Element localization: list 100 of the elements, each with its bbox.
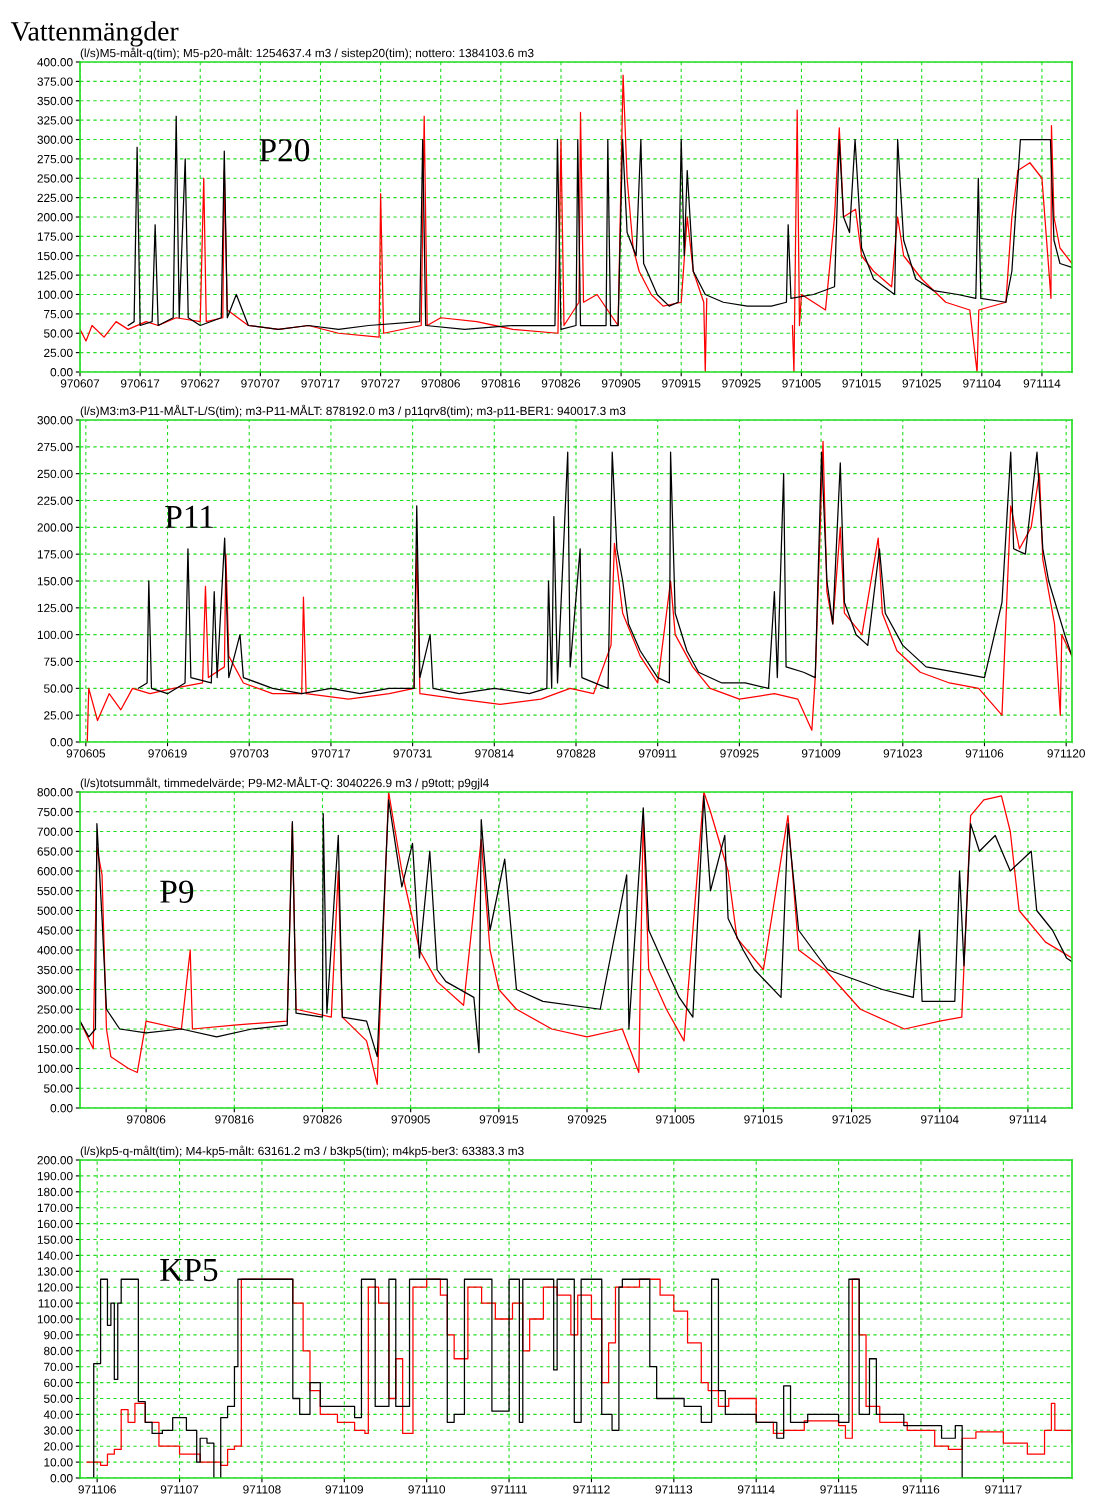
- x-tick-label: 970826: [541, 379, 581, 388]
- y-tick-label: 30.00: [43, 1426, 73, 1435]
- y-tick-label: 400.00: [37, 946, 73, 955]
- y-tick-label: 100.00: [37, 1064, 73, 1073]
- y-tick-label: 275.00: [37, 442, 73, 452]
- y-tick-label: 70.00: [44, 1362, 73, 1372]
- y-tick-label: 190.00: [37, 1171, 73, 1181]
- x-tick-label: 970731: [393, 749, 432, 758]
- y-tick-label: 25.00: [44, 711, 73, 720]
- x-tick-label: 970828: [556, 749, 596, 758]
- y-tick-label: 700.00: [37, 827, 73, 836]
- x-tick-label: 970717: [301, 379, 340, 388]
- x-tick-label: 971114: [1009, 1115, 1047, 1124]
- annotation: P20: [259, 139, 310, 162]
- x-tick-label: 970905: [601, 379, 641, 388]
- y-tick-label: 0.00: [50, 368, 73, 377]
- x-tick-label: 970806: [126, 1115, 166, 1124]
- y-tick-label: 350.00: [37, 96, 73, 106]
- y-tick-label: 250.00: [37, 174, 73, 183]
- y-tick-label: 100.00: [37, 1315, 73, 1324]
- y-tick-label: 80.00: [44, 1346, 73, 1356]
- chart-subtitle: (l/s)totsummålt, timmedelvärde; P9-M2-MÅLT-Q: 3040226.9 m3 / p9tott; p9gjl4: [80, 776, 489, 790]
- annotation: P9: [160, 880, 194, 903]
- y-tick-label: 300.00: [37, 135, 73, 144]
- y-tick-label: 450.00: [37, 926, 73, 935]
- x-tick-label: 971111: [491, 1485, 527, 1494]
- x-tick-label: 970826: [303, 1115, 342, 1124]
- y-tick-label: 0.00: [50, 1104, 73, 1113]
- y-tick-label: 350.00: [37, 965, 73, 975]
- x-tick-label: 970915: [662, 379, 701, 388]
- chart-subtitle: (l/s)M5-målt-q(tim); M5-p20-målt: 1254637.4 m3 / sistep20(tim); nottero: 1384103.6 m3: [80, 47, 534, 60]
- x-tick-label: 971005: [656, 1115, 695, 1124]
- x-tick-label: 970925: [720, 749, 759, 758]
- x-tick-label: 971025: [902, 379, 941, 388]
- y-tick-label: 180.00: [37, 1187, 73, 1197]
- x-tick-label: 971112: [573, 1485, 610, 1494]
- y-tick-label: 110.00: [38, 1299, 73, 1308]
- y-tick-label: 175.00: [37, 550, 73, 559]
- x-tick-label: 970925: [567, 1115, 607, 1124]
- y-tick-label: 550.00: [37, 886, 73, 896]
- y-tick-label: 90.00: [44, 1330, 73, 1340]
- y-tick-label: 125.00: [37, 603, 73, 613]
- y-tick-label: 140.00: [37, 1251, 73, 1260]
- x-tick-label: 970605: [66, 749, 106, 758]
- y-tick-label: 200.00: [37, 1025, 73, 1034]
- y-tick-label: 600.00: [37, 867, 73, 876]
- chart-subtitle: (l/s)M3:m3-P11-MÅLT-L/S(tim); m3-P11-MÅLT: 878192.0 m3 / p11qrv8(tim); m3-p11-BER1: 940017.3 m3: [80, 404, 626, 418]
- y-tick-label: 50.00: [43, 1084, 73, 1093]
- x-tick-label: 970911: [638, 749, 677, 758]
- y-tick-label: 60.00: [44, 1378, 73, 1387]
- y-tick-label: 50.00: [43, 684, 73, 693]
- x-tick-label: 971108: [243, 1485, 281, 1494]
- x-tick-label: 971023: [883, 749, 922, 758]
- y-tick-label: 200.00: [37, 213, 73, 222]
- x-tick-label: 970727: [361, 379, 400, 388]
- y-tick-label: 10.00: [44, 1458, 73, 1467]
- y-tick-label: 150.00: [37, 251, 73, 261]
- y-tick-label: 750.00: [37, 807, 73, 817]
- x-tick-label: 971015: [842, 379, 881, 388]
- y-tick-label: 150.00: [37, 577, 73, 586]
- y-tick-label: 325.00: [37, 116, 73, 125]
- x-tick-label: 970617: [120, 379, 160, 388]
- x-tick-label: 971025: [832, 1115, 871, 1124]
- x-tick-label: 970717: [311, 749, 351, 758]
- y-tick-label: 160.00: [37, 1219, 73, 1228]
- y-tick-label: 75.00: [44, 309, 73, 319]
- x-tick-label: 971120: [1047, 749, 1085, 758]
- y-tick-label: 25.00: [44, 348, 73, 358]
- x-tick-label: 971106: [78, 1485, 116, 1494]
- y-tick-label: 100.00: [37, 630, 73, 640]
- y-tick-label: 800.00: [37, 788, 73, 797]
- x-tick-label: 971107: [160, 1485, 199, 1494]
- x-tick-label: 970627: [181, 379, 220, 388]
- y-tick-label: 300.00: [37, 416, 73, 425]
- y-tick-label: 250.00: [37, 1005, 73, 1014]
- x-tick-label: 970905: [391, 1115, 430, 1124]
- y-tick-label: 100.00: [37, 290, 73, 299]
- y-tick-label: 50.00: [43, 1394, 73, 1403]
- y-tick-label: 500.00: [37, 906, 73, 915]
- x-tick-label: 970607: [60, 379, 100, 388]
- x-tick-label: 970703: [230, 749, 269, 758]
- x-tick-label: 971116: [902, 1485, 940, 1494]
- x-tick-label: 971110: [408, 1485, 446, 1494]
- x-tick-label: 971114: [1023, 379, 1061, 388]
- x-tick-label: 971109: [325, 1485, 364, 1494]
- y-tick-label: 400.00: [37, 58, 73, 67]
- y-tick-label: 150.00: [37, 1044, 73, 1054]
- y-tick-label: 40.00: [43, 1410, 73, 1419]
- y-tick-label: 225.00: [37, 193, 73, 203]
- y-tick-label: 275.00: [37, 154, 73, 164]
- x-tick-label: 971117: [985, 1485, 1022, 1494]
- y-tick-label: 650.00: [37, 847, 73, 856]
- y-tick-label: 75.00: [44, 657, 73, 666]
- y-tick-label: 150.00: [37, 1235, 73, 1244]
- y-tick-label: 20.00: [44, 1442, 73, 1451]
- annotation: P11: [165, 505, 213, 528]
- y-tick-label: 0.00: [50, 1474, 73, 1483]
- y-tick-label: 170.00: [37, 1203, 73, 1213]
- x-tick-label: 970816: [215, 1115, 254, 1124]
- x-tick-label: 970814: [475, 749, 514, 758]
